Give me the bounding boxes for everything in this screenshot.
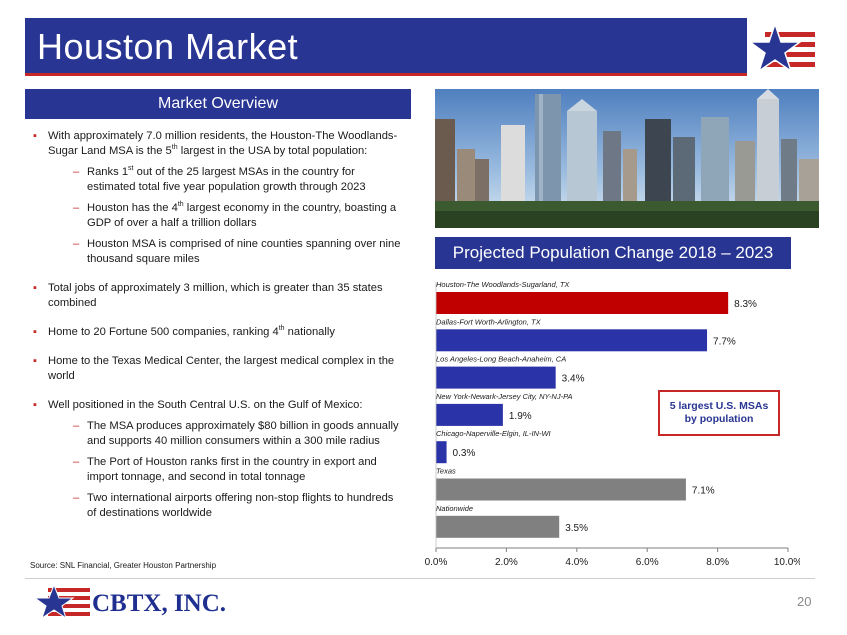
cbtx-logo-icon [34,584,90,618]
bullet-text: The MSA produces approximately $80 billi… [87,420,399,447]
superscript: th [177,201,184,208]
bullet-text: Well positioned in the South Central U.S… [48,399,363,411]
sub-bullet-counties: Houston MSA is comprised of nine countie… [30,237,410,267]
superscript: th [171,144,178,151]
population-change-chart: Houston-The Woodlands-Sugarland, TX 8.3% D… [425,280,800,568]
category-label: Nationwide [436,504,473,513]
value-label: 1.9% [509,411,532,422]
market-overview-header: Market Overview [25,89,411,119]
houston-skyline-photo [435,89,819,228]
category-label: Los Angeles-Long Beach-Anaheim, CA [436,355,566,364]
bar [436,403,503,426]
bar [436,292,729,314]
bar [436,478,686,501]
bullet-jobs: Total jobs of approximately 3 million, w… [30,281,410,311]
source-note: Source: SNL Financial, Greater Houston P… [30,561,217,570]
page-title: Houston Market [37,26,299,67]
value-label: 8.3% [734,299,757,310]
callout-box: 5 largest U.S. MSAs by population [658,390,780,436]
category-label: Chicago-Naperville-Elgin, IL-IN-WI [436,429,551,438]
category-label: Houston-The Woodlands-Sugarland, TX [436,280,570,289]
value-label: 7.7% [713,336,736,347]
bullet-text: largest economy in the country, boasting… [87,202,397,229]
title-bar: Houston Market [25,18,815,76]
sub-bullet-airports: Two international airports offering non-… [30,491,410,521]
tick-label: 0.0% [425,557,448,568]
bar [436,329,708,352]
tick-label: 4.0% [565,557,588,568]
value-label: 3.5% [565,523,588,534]
market-overview-bullets: With approximately 7.0 million residents… [30,129,410,527]
chart-header: Projected Population Change 2018 – 2023 [435,237,791,269]
bullet-text: Houston MSA is comprised of nine countie… [87,238,401,265]
star-icon [747,18,815,76]
bullet-text: With approximately 7.0 million residents… [48,130,398,157]
bullet-text: Home to the Texas Medical Center, the la… [48,355,395,382]
bar [436,441,447,464]
bullet-text: Total jobs of approximately 3 million, w… [48,282,383,309]
bullet-gulf-position: Well positioned in the South Central U.S… [30,398,410,413]
category-label: Dallas-Fort Worth-Arlington, TX [436,317,542,326]
bullet-medical-center: Home to the Texas Medical Center, the la… [30,354,410,384]
bullet-text: nationally [284,326,335,338]
bullet-text: Houston has the 4 [87,202,178,214]
tick-label: 10.0% [774,557,800,568]
callout-line: 5 largest U.S. MSAs [669,400,769,412]
bullet-text: out of the 25 largest MSAs in the countr… [87,166,366,193]
company-logo-text: CBTX, INC. [92,590,227,617]
page-number: 20 [797,594,812,609]
value-label: 7.1% [692,486,715,497]
bullet-text: Home to 20 Fortune 500 companies, rankin… [48,326,279,338]
bullet-fortune-500: Home to 20 Fortune 500 companies, rankin… [30,325,410,340]
value-label: 3.4% [562,374,585,385]
sub-bullet-goods: The MSA produces approximately $80 billi… [30,419,410,449]
bar [436,515,560,538]
footer-divider [25,578,815,579]
category-label: Texas [436,467,456,476]
bar [436,366,556,389]
callout-line: by population [684,413,754,425]
bullet-text: largest in the USA by total population: [177,145,368,157]
sub-bullet-economy: Houston has the 4th largest economy in t… [30,201,410,231]
superscript: th [278,325,285,332]
superscript: st [128,165,134,172]
sub-bullet-port: The Port of Houston ranks first in the c… [30,455,410,485]
category-label: New York-Newark-Jersey City, NY-NJ-PA [436,392,573,401]
value-label: 0.3% [453,448,476,459]
bullet-text: Ranks 1 [87,166,129,178]
bullet-population: With approximately 7.0 million residents… [30,129,410,159]
tick-label: 8.0% [706,557,729,568]
bullet-text: Two international airports offering non-… [87,492,394,519]
tick-label: 6.0% [636,557,659,568]
sub-bullet-growth-rank: Ranks 1st out of the 25 largest MSAs in … [30,165,410,195]
bullet-text: The Port of Houston ranks first in the c… [87,456,377,483]
tick-label: 2.0% [495,557,518,568]
